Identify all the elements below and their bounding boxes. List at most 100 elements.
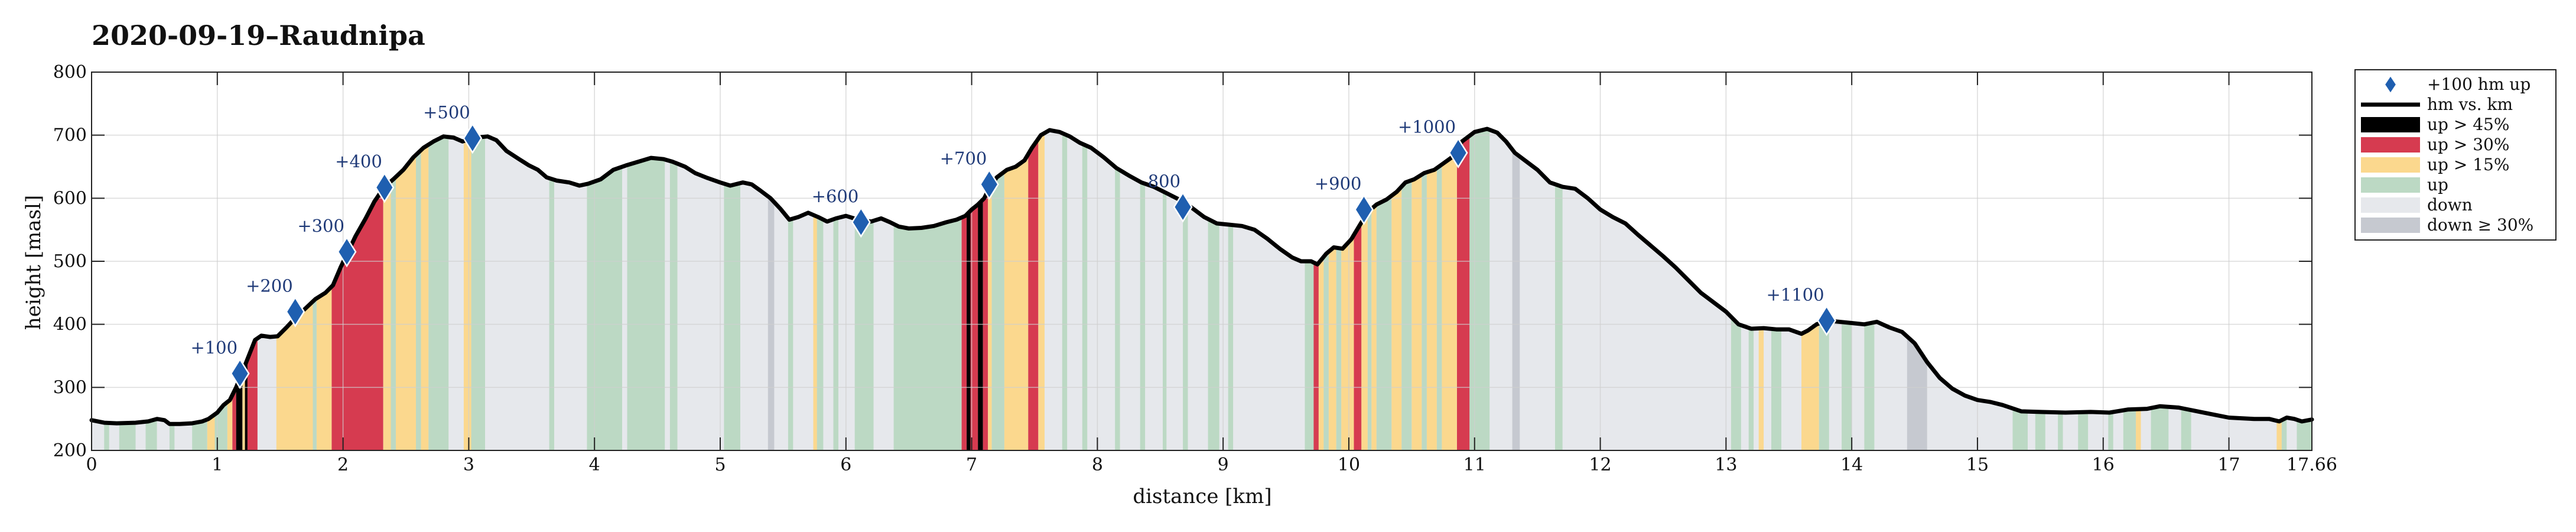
band-down30-43 [767,129,775,450]
x-tick-label-10: 10 [1338,455,1360,475]
band-up30-63 [1028,129,1039,450]
band-up-50 [833,129,838,450]
marker-label-1: +200 [246,275,293,296]
legend-label-line: hm vs. km [2427,95,2513,114]
y-tick-label-3: 500 [53,251,87,272]
band-up-45 [788,129,793,450]
legend-swatch-up [2361,177,2420,193]
marker-diamond-6 [979,168,999,200]
y-tick-label-6: 800 [53,62,87,83]
band-up-66 [1062,129,1068,450]
band-up-28 [428,129,449,450]
marker-diamond-4 [463,122,483,154]
legend-swatch-up30 [2361,137,2420,153]
band-up15-23 [383,129,391,450]
band-down-69 [1087,129,1115,450]
x-tick-label-5: 5 [714,455,726,475]
marker-diamond-5 [851,206,871,238]
band-up15-60 [988,129,992,450]
band-up-85 [1323,129,1329,450]
marker-label-8: +900 [1315,174,1362,194]
band-up15-94 [1391,129,1402,450]
marker-diamond-10 [1817,304,1837,336]
legend-swatch-up45 [2361,117,2420,132]
band-up15-84 [1318,129,1324,450]
legend-label-up45: up > 45% [2427,115,2509,134]
band-up15-27 [421,129,429,450]
x-tick-label-6: 6 [840,455,851,475]
band-up15-100 [1442,129,1457,450]
band-down-103 [1489,129,1513,450]
marker-diamond-9 [1448,137,1468,168]
band-down-67 [1067,129,1082,450]
chart-title: 2020-09-19–Raudnipa [92,20,425,51]
y-axis-label: height [masl] [22,195,45,330]
y-tick-label-4: 600 [53,188,87,209]
x-tick-label-12: 12 [1589,455,1611,475]
marker-diamond-0 [230,358,250,390]
band-up-76 [1183,129,1188,450]
band-up30-55 [961,129,967,450]
marker-label-7: 800 [1148,171,1180,191]
legend-label-up: up [2427,175,2448,194]
marker-label-0: +100 [190,338,238,358]
band-up-61 [991,129,1004,450]
x-tick-label-14: 14 [1840,455,1863,475]
band-up45-56 [967,129,971,450]
legend-swatch-marker [2383,74,2398,95]
band-up-99 [1436,129,1442,450]
legend-label-marker: +100 hm up [2427,74,2531,94]
band-up45-58 [978,129,983,450]
legend-swatch-up15 [2361,157,2420,173]
band-down-65 [1045,129,1062,450]
y-tick-label-0: 200 [53,440,87,461]
band-up30-59 [983,129,988,450]
marker-label-10: +1100 [1766,284,1824,304]
x-tick-label-8: 8 [1092,455,1103,475]
band-up15-98 [1426,129,1437,450]
marker-label-5: +600 [812,186,859,206]
band-up-87 [1336,129,1342,450]
band-up-106 [1555,129,1563,450]
band-up-70 [1115,129,1120,450]
band-up-31 [471,129,485,450]
marker-diamond-2 [337,236,357,268]
band-up15-47 [813,129,817,450]
marker-label-6: +700 [940,148,987,168]
band-up15-92 [1371,129,1377,450]
x-tick-label-9: 9 [1218,455,1229,475]
band-down-32 [485,129,549,450]
band-up15-30 [463,129,471,450]
y-tick-label-5: 700 [53,125,87,146]
band-up-97 [1422,129,1427,450]
band-up-26 [416,129,421,450]
marker-diamond-1 [285,296,305,327]
y-tick-label-2: 400 [53,314,87,335]
x-axis-label: distance [km] [1133,485,1271,508]
x-tick-label-18: 17.66 [2286,455,2337,475]
band-up-68 [1082,129,1088,450]
milestone-markers: +100 +200 +300 +400 +500 +600 +700 800 +900 +1000… [190,102,1837,390]
band-up-33 [549,129,555,450]
marker-diamond-8 [1354,194,1374,225]
x-tick-label-1: 1 [212,455,223,475]
legend-label-down: down [2427,195,2473,215]
band-down-71 [1120,129,1140,450]
band-down-38 [665,129,670,450]
x-tick-label-16: 16 [2092,455,2115,475]
band-up15-96 [1411,129,1422,450]
x-tick-label-13: 13 [1715,455,1737,475]
band-down-36 [622,129,627,450]
band-up-72 [1140,129,1146,450]
x-tick-label-15: 15 [1966,455,1989,475]
marker-diamond-7 [1173,191,1193,223]
x-tick-label-17: 17 [2217,455,2240,475]
x-tick-label-2: 2 [337,455,349,475]
legend-label-up15: up > 15% [2427,155,2509,174]
band-up30-83 [1313,129,1319,450]
band-up15-64 [1038,129,1045,450]
legend-label-down30: down ≥ 30% [2427,215,2533,235]
legend-label-up30: up > 30% [2427,135,2509,154]
